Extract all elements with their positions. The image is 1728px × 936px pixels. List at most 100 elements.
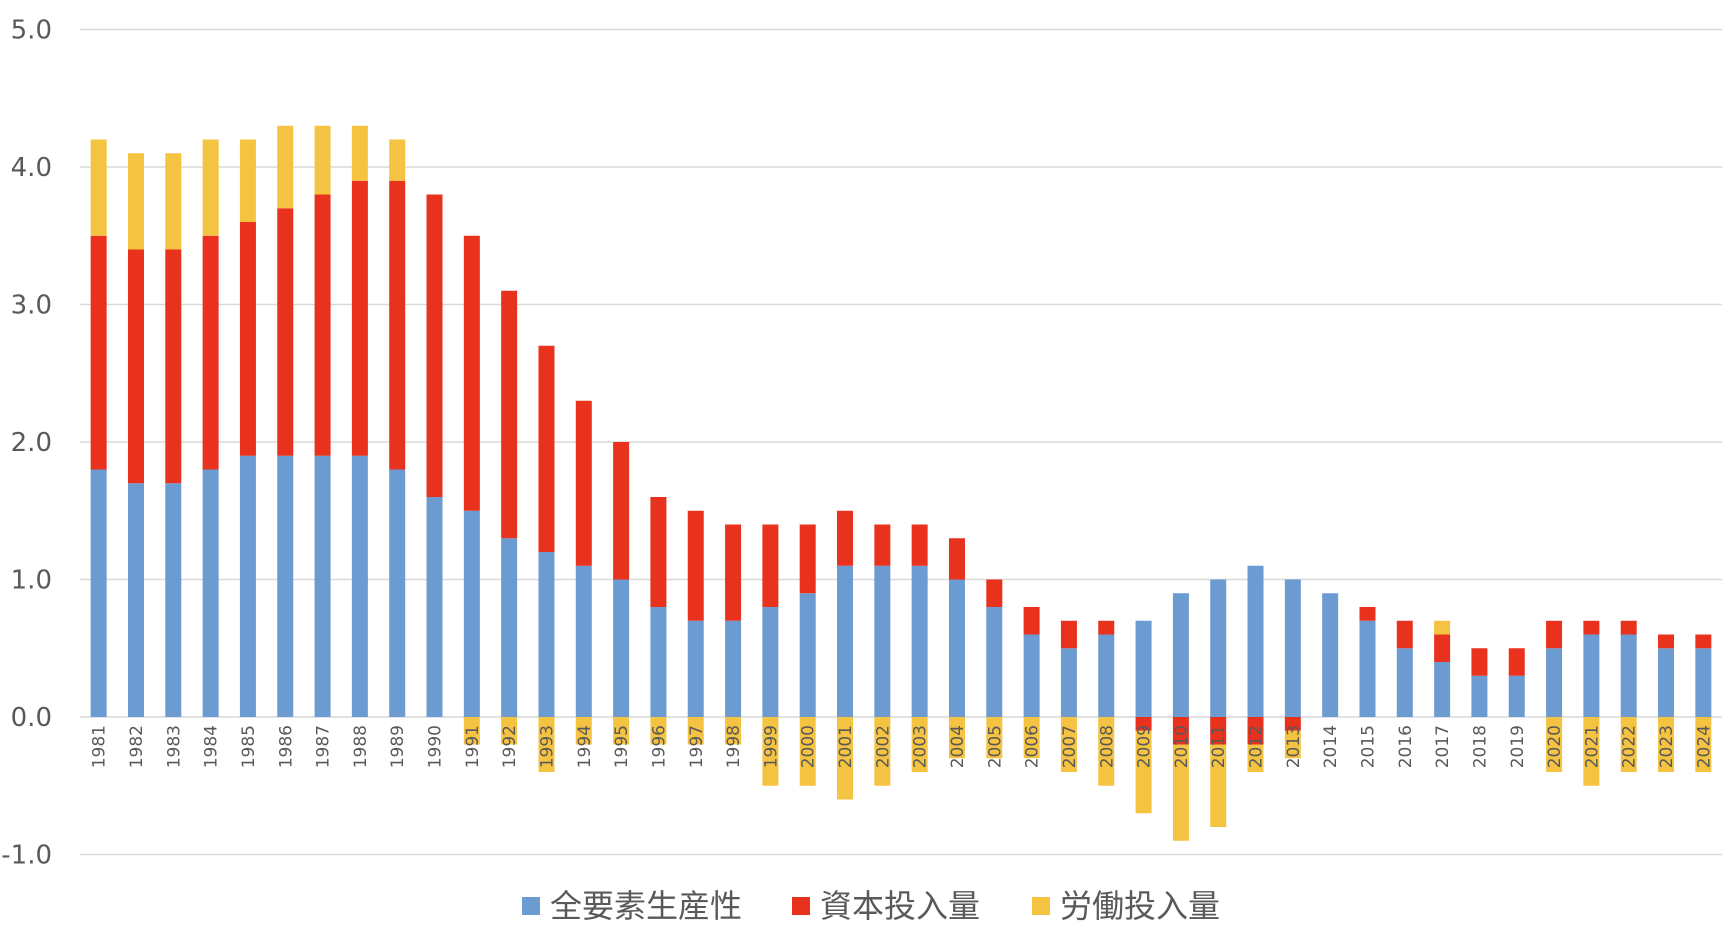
bar-segment bbox=[501, 538, 518, 717]
bar-segment bbox=[351, 125, 368, 181]
x-tick-label: 1992 bbox=[500, 725, 520, 768]
x-tick-label: 1989 bbox=[388, 725, 408, 768]
bar-segment bbox=[1583, 634, 1600, 717]
bar-segment bbox=[127, 153, 144, 250]
x-tick-label: 2004 bbox=[948, 725, 968, 768]
bar-segment bbox=[1508, 675, 1525, 717]
bar-segment bbox=[1695, 634, 1712, 649]
bar-segment bbox=[948, 717, 965, 759]
bar-segment bbox=[1658, 634, 1675, 649]
bar-segment bbox=[725, 524, 742, 621]
x-tick-label: 2001 bbox=[836, 725, 856, 768]
bar-segment bbox=[613, 442, 630, 580]
bar-segment bbox=[799, 593, 816, 717]
bar-segment bbox=[165, 483, 182, 717]
bar-segment bbox=[1284, 717, 1301, 731]
bar-segment bbox=[1583, 717, 1600, 786]
bar-segment bbox=[1620, 620, 1637, 635]
bar-segment bbox=[1098, 634, 1115, 717]
bar-segment bbox=[165, 249, 182, 484]
bar-segment bbox=[1210, 744, 1227, 827]
bar-segment bbox=[1135, 620, 1152, 717]
bar-segment bbox=[1396, 620, 1413, 649]
bar-segment bbox=[762, 717, 779, 786]
x-tick-label: 2019 bbox=[1508, 725, 1528, 768]
bar-segment bbox=[426, 497, 443, 717]
bar-segment bbox=[277, 208, 294, 456]
bar-segment bbox=[165, 153, 182, 250]
bar-segment bbox=[277, 455, 294, 717]
x-tick-label: 2024 bbox=[1694, 725, 1714, 768]
y-tick-label: -1.0 bbox=[1, 841, 52, 871]
x-tick-label: 1981 bbox=[90, 725, 110, 768]
bar-segment bbox=[277, 125, 294, 209]
bar-segment bbox=[1434, 620, 1451, 635]
bar-segment bbox=[575, 717, 592, 745]
bar-segment bbox=[1695, 717, 1712, 772]
x-tick-label: 1997 bbox=[687, 725, 707, 768]
bar-segment bbox=[538, 717, 555, 772]
bar-segment bbox=[725, 620, 742, 717]
bar-segment bbox=[1247, 744, 1264, 772]
x-tick-label: 2005 bbox=[985, 725, 1005, 768]
bar-segment bbox=[837, 717, 854, 800]
legend-swatch bbox=[1032, 897, 1050, 915]
bar-segment bbox=[799, 524, 816, 594]
bar-segment bbox=[1023, 717, 1040, 759]
y-tick-label: 3.0 bbox=[11, 291, 52, 321]
x-tick-label: 2015 bbox=[1358, 725, 1378, 768]
legend-swatch bbox=[792, 897, 810, 915]
x-tick-label: 2003 bbox=[911, 725, 931, 768]
bar-segment bbox=[1135, 730, 1152, 814]
x-tick-label: 1991 bbox=[463, 725, 483, 768]
bar-segment bbox=[1210, 717, 1227, 745]
bar-segment bbox=[1172, 593, 1189, 717]
bar-segment bbox=[389, 139, 406, 181]
legend-label: 労働投入量 bbox=[1060, 887, 1220, 925]
bar-segment bbox=[1471, 675, 1488, 717]
legend-label: 全要素生産性 bbox=[550, 887, 742, 925]
legend-swatch bbox=[522, 897, 540, 915]
y-tick-label: 5.0 bbox=[11, 16, 52, 46]
x-tick-label: 2011 bbox=[1209, 725, 1229, 768]
bar-segment bbox=[1620, 634, 1637, 717]
bar-segment bbox=[1247, 717, 1264, 745]
bar-segment bbox=[239, 139, 256, 222]
x-tick-label: 1988 bbox=[351, 725, 371, 768]
x-tick-label: 1985 bbox=[239, 725, 259, 768]
bar-segment bbox=[986, 579, 1003, 607]
bar-segment bbox=[1060, 620, 1077, 649]
bar-segment bbox=[90, 139, 107, 236]
bar-segment bbox=[501, 717, 518, 745]
bar-segment bbox=[538, 345, 555, 552]
y-tick-label: 2.0 bbox=[11, 428, 52, 458]
x-tick-label: 2016 bbox=[1396, 725, 1416, 768]
bar-segment bbox=[1322, 593, 1339, 717]
y-axis: -1.0 0.0 1.0 2.0 3.0 4.0 5.0 bbox=[1, 16, 52, 871]
bar-segment bbox=[389, 180, 406, 470]
x-tick-label: 2018 bbox=[1470, 725, 1490, 768]
x-tick-label: 2000 bbox=[799, 725, 819, 768]
bar-segment bbox=[1210, 579, 1227, 717]
bar-segment bbox=[314, 455, 331, 717]
x-tick-label: 1983 bbox=[164, 725, 184, 768]
x-tick-label: 2006 bbox=[1023, 725, 1043, 768]
x-tick-label: 1987 bbox=[314, 725, 334, 768]
bar-segment bbox=[314, 125, 331, 195]
bar-segment bbox=[911, 717, 928, 772]
bar-segment bbox=[463, 235, 480, 511]
bar-segment bbox=[202, 139, 219, 236]
x-tick-label: 2002 bbox=[873, 725, 893, 768]
x-tick-label: 1990 bbox=[426, 725, 446, 768]
bar-segment bbox=[613, 717, 630, 745]
x-axis: 1981 1982 1983 1984 1985 1986 1987 1988 1989 1990… bbox=[90, 725, 1715, 768]
bar-segment bbox=[1135, 717, 1152, 731]
bar-segment bbox=[127, 483, 144, 717]
bar-segment bbox=[1284, 730, 1301, 759]
bar-segment bbox=[1172, 744, 1189, 841]
bar-segment bbox=[650, 497, 667, 607]
x-tick-label: 2021 bbox=[1582, 725, 1602, 768]
bar-segment bbox=[1546, 717, 1563, 772]
bar-segment bbox=[911, 524, 928, 566]
